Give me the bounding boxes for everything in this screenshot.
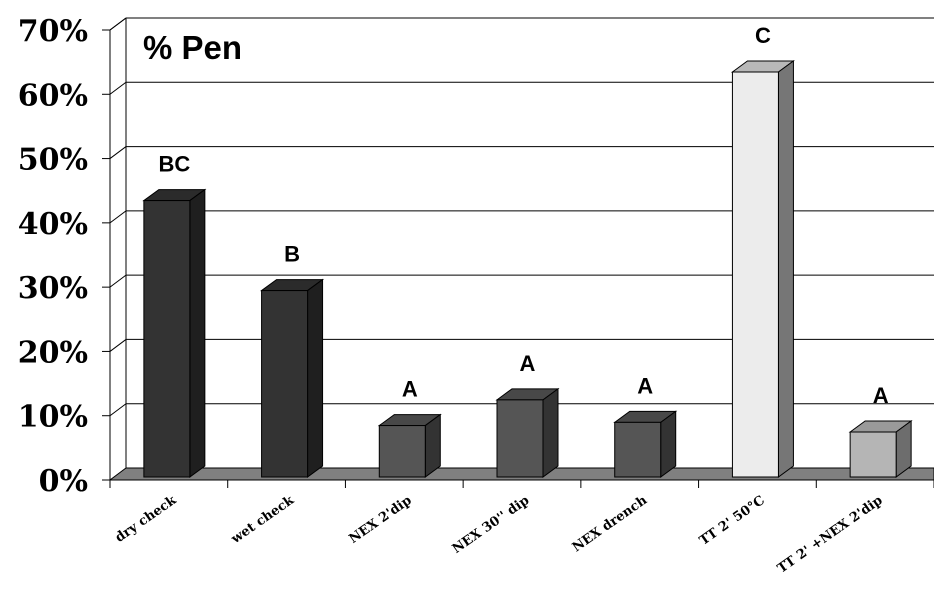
bar-front <box>496 399 544 478</box>
bar-side <box>307 278 324 478</box>
gridline-side <box>109 210 127 224</box>
x-tick-label: dry check <box>113 492 180 545</box>
significance-label: A <box>520 351 536 376</box>
bar-front <box>614 421 662 478</box>
x-tick-label: NEX drench <box>570 493 651 556</box>
y-tick-label: 10% <box>18 400 88 435</box>
x-tick-label: wet check <box>228 492 298 547</box>
bar <box>495 387 560 478</box>
bar <box>377 413 442 478</box>
x-tick-label: NEX 30'' dip <box>450 493 532 557</box>
significance-label: A <box>637 373 653 398</box>
bar-front <box>378 425 426 478</box>
y-tick-label: 0% <box>39 464 88 499</box>
bar <box>613 410 678 478</box>
significance-label: C <box>755 23 771 48</box>
bar-front <box>731 71 779 478</box>
x-tick-label: TT 2' +NEX 2'dip <box>775 493 886 577</box>
bar <box>848 420 913 478</box>
bar-front <box>261 290 309 478</box>
y-tick-label: 70% <box>18 14 88 49</box>
bar <box>260 278 325 478</box>
grid-layer <box>102 17 934 488</box>
bar <box>730 60 795 478</box>
significance-label: A <box>402 377 418 402</box>
bar-side <box>189 188 206 478</box>
y-tick-label: 60% <box>18 78 88 113</box>
gridline-side <box>109 274 127 288</box>
bar <box>142 188 207 478</box>
gridline-side <box>109 403 127 417</box>
y-tick-label: 20% <box>18 335 88 370</box>
bar-layer <box>142 60 913 478</box>
chart-title: % Pen <box>143 29 242 66</box>
gridline-side <box>109 339 127 352</box>
bar-side <box>424 413 441 478</box>
bar-front <box>143 200 191 478</box>
gridline-side <box>109 81 127 95</box>
gridline-side <box>109 146 127 159</box>
significance-label: A <box>873 383 889 408</box>
y-tick-label: 30% <box>18 271 88 306</box>
y-tick-label: 50% <box>18 143 88 178</box>
x-tick-label: TT 2' 50°C <box>697 493 768 549</box>
significance-label: BC <box>158 152 190 177</box>
y-axis-top-edge <box>109 17 127 31</box>
bar-side <box>660 410 677 478</box>
bar-front <box>849 431 897 478</box>
y-tick-label: 40% <box>18 207 88 242</box>
significance-label: B <box>284 242 300 267</box>
bar-side <box>542 387 559 478</box>
bar-side <box>777 60 794 478</box>
x-tick-label: NEX 2'dip <box>347 493 415 547</box>
